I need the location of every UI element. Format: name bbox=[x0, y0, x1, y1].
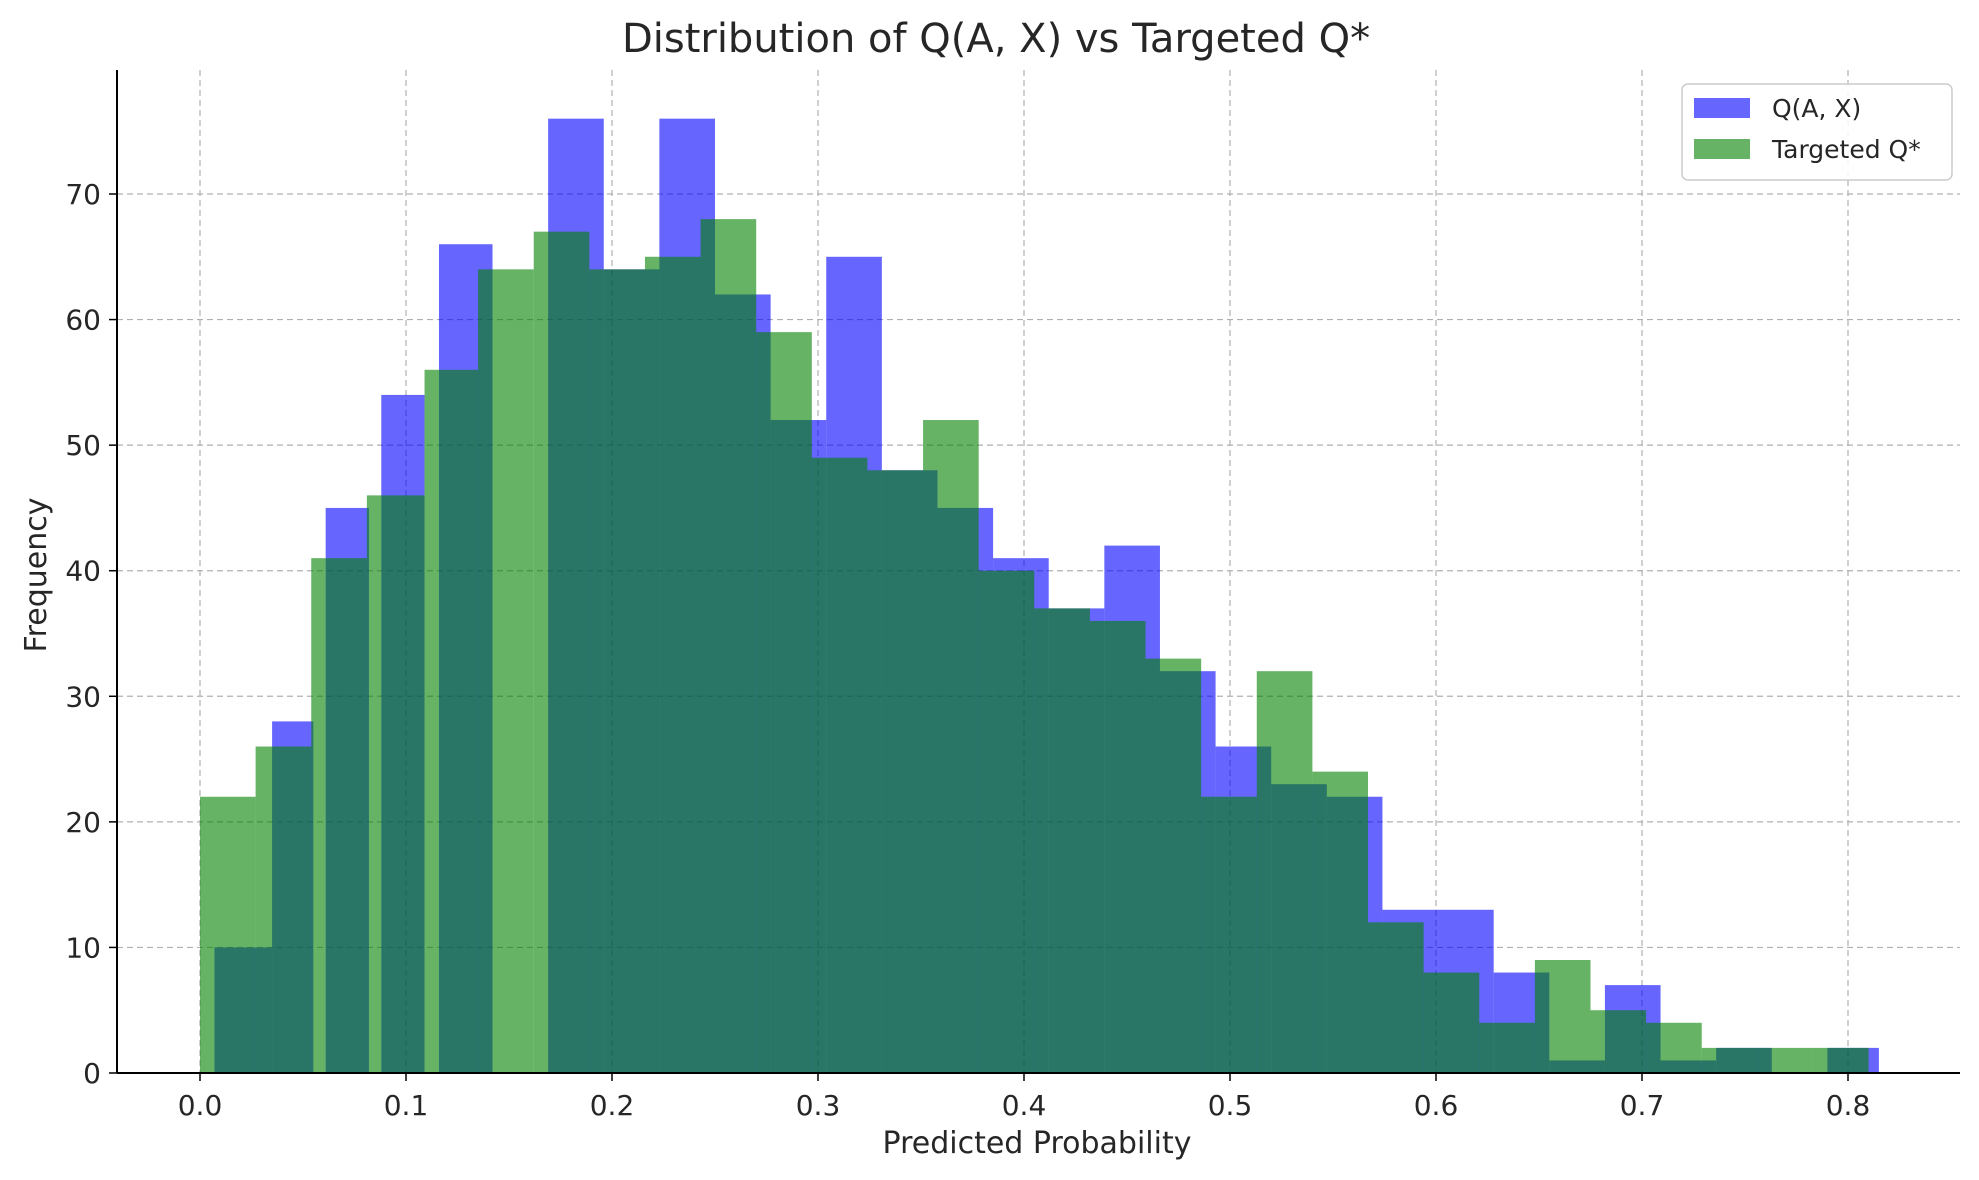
x-tick-labels: 0.0 0.1 0.2 0.3 0.4 0.5 0.6 0.7 0.8 bbox=[178, 1073, 1871, 1122]
legend-label: Q(A, X) bbox=[1772, 94, 1861, 123]
y-tick-label: 0 bbox=[83, 1057, 101, 1090]
bar-targeted bbox=[1701, 1047, 1758, 1073]
y-tick-label: 30 bbox=[65, 680, 101, 713]
bar-targeted bbox=[1089, 620, 1146, 1073]
bar-targeted bbox=[867, 470, 924, 1073]
x-tick-label: 0.5 bbox=[1208, 1089, 1253, 1122]
axes bbox=[116, 70, 1960, 1074]
x-tick-label: 0.2 bbox=[590, 1089, 635, 1122]
series-targeted-bars bbox=[200, 219, 1869, 1074]
bar-targeted bbox=[1534, 959, 1591, 1073]
bar-targeted bbox=[1368, 922, 1424, 1073]
bar-targeted bbox=[255, 746, 312, 1073]
y-tick-labels: 0 10 20 30 40 50 60 70 bbox=[65, 178, 117, 1090]
bar-targeted bbox=[1812, 1047, 1869, 1073]
bar-targeted bbox=[325, 558, 367, 1073]
bar-targeted bbox=[589, 269, 645, 1073]
bar-targeted bbox=[1145, 658, 1202, 1073]
bar-targeted bbox=[756, 332, 812, 1074]
bar-targeted bbox=[1757, 1047, 1813, 1073]
chart-title: Distribution of Q(A, X) vs Targeted Q* bbox=[622, 16, 1370, 62]
bar-targeted bbox=[1590, 1010, 1647, 1073]
y-tick-label: 10 bbox=[65, 931, 101, 964]
x-tick-label: 0.6 bbox=[1414, 1089, 1459, 1122]
bar-targeted bbox=[1201, 796, 1257, 1073]
y-tick-label: 70 bbox=[65, 178, 101, 211]
bar-targeted bbox=[200, 796, 256, 1073]
y-tick-label: 40 bbox=[65, 555, 101, 588]
bar-targeted bbox=[923, 420, 979, 1073]
x-tick-label: 0.0 bbox=[178, 1089, 223, 1122]
bar-targeted bbox=[1256, 671, 1313, 1073]
y-tick-label: 50 bbox=[65, 429, 101, 462]
x-tick-label: 0.7 bbox=[1620, 1089, 1665, 1122]
x-tick-label: 0.8 bbox=[1826, 1089, 1871, 1122]
bar-targeted bbox=[311, 558, 326, 1073]
bar-targeted bbox=[366, 495, 382, 1073]
bar-targeted bbox=[700, 219, 757, 1074]
bar-targeted bbox=[1479, 1022, 1535, 1073]
bar-targeted bbox=[424, 369, 439, 1073]
x-tick-label: 0.1 bbox=[384, 1089, 429, 1122]
y-axis-label: Frequency bbox=[19, 498, 54, 653]
legend-swatch bbox=[1694, 139, 1750, 159]
bar-targeted bbox=[438, 369, 479, 1073]
bar-targeted bbox=[811, 457, 868, 1073]
bar-targeted bbox=[381, 495, 425, 1073]
bar-targeted bbox=[978, 570, 1035, 1073]
legend-label: Targeted Q* bbox=[1771, 135, 1921, 164]
x-tick-label: 0.3 bbox=[796, 1089, 841, 1122]
bar-targeted bbox=[1646, 1022, 1702, 1073]
x-axis-label: Predicted Probability bbox=[883, 1126, 1192, 1161]
y-tick-label: 60 bbox=[65, 304, 101, 337]
bar-targeted bbox=[1312, 771, 1369, 1073]
bar-targeted bbox=[1423, 972, 1480, 1073]
legend-swatch bbox=[1694, 98, 1750, 118]
bar-targeted bbox=[644, 256, 701, 1073]
bar-targeted bbox=[1034, 608, 1090, 1073]
y-tick-label: 20 bbox=[65, 806, 101, 839]
legend: Q(A, X) Targeted Q* bbox=[1681, 83, 1953, 181]
x-tick-label: 0.4 bbox=[1002, 1089, 1047, 1122]
bar-targeted bbox=[478, 269, 534, 1073]
bar-targeted bbox=[533, 231, 590, 1073]
